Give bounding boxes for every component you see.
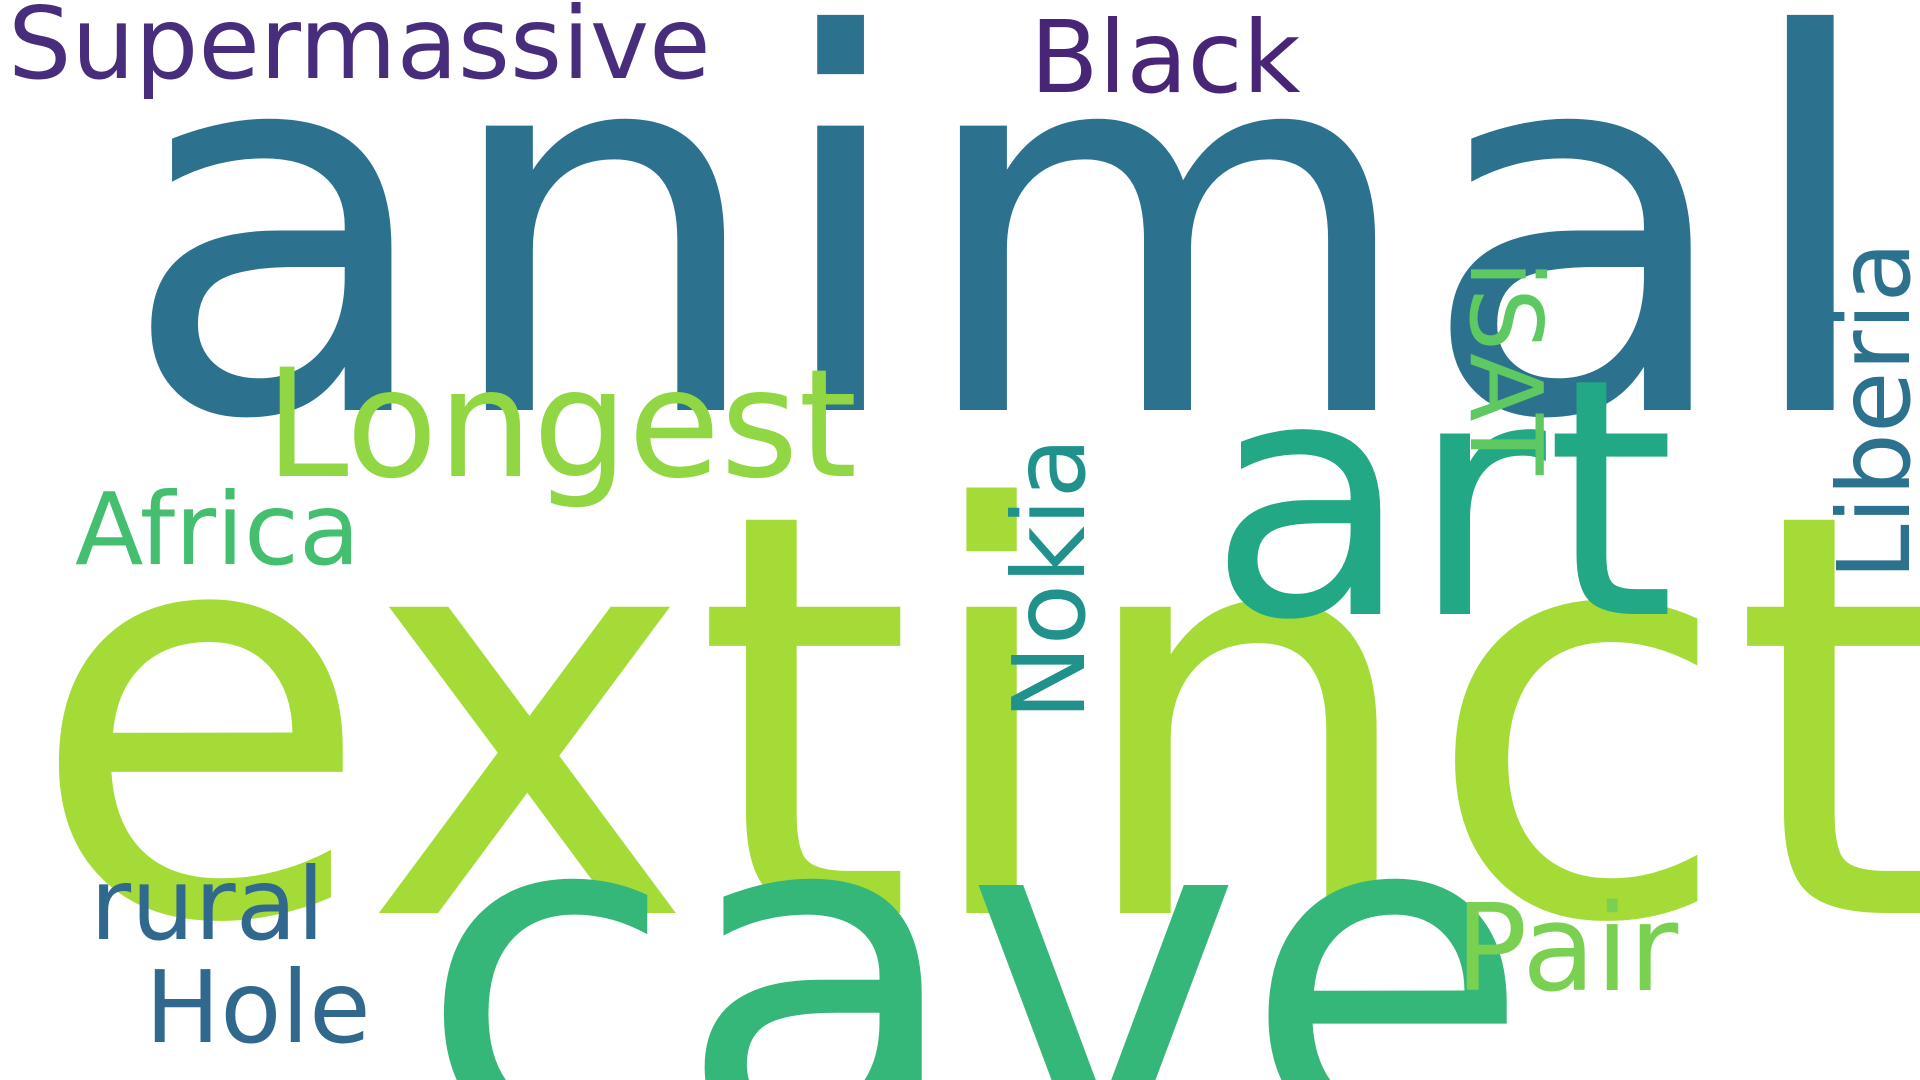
word-animal: animal — [120, 0, 1883, 533]
word-cave: cave — [418, 706, 1532, 1080]
word-pair: Pair — [1455, 880, 1679, 1019]
word-hole: Hole — [145, 949, 371, 1066]
word-art: art — [1208, 308, 1676, 692]
word-extinct: extinct — [28, 394, 1920, 1046]
word-nokia: Nokia — [991, 437, 1108, 720]
word-black: Black — [1030, 0, 1301, 116]
word-africa: Africa — [75, 471, 361, 588]
word-rural: rural — [90, 846, 325, 963]
word-isat: iSAT — [1447, 260, 1564, 475]
word-liberia: Liberia — [1816, 241, 1920, 580]
word-supermassive: Supermassive — [8, 0, 711, 102]
word-longest: Longest — [265, 338, 858, 512]
